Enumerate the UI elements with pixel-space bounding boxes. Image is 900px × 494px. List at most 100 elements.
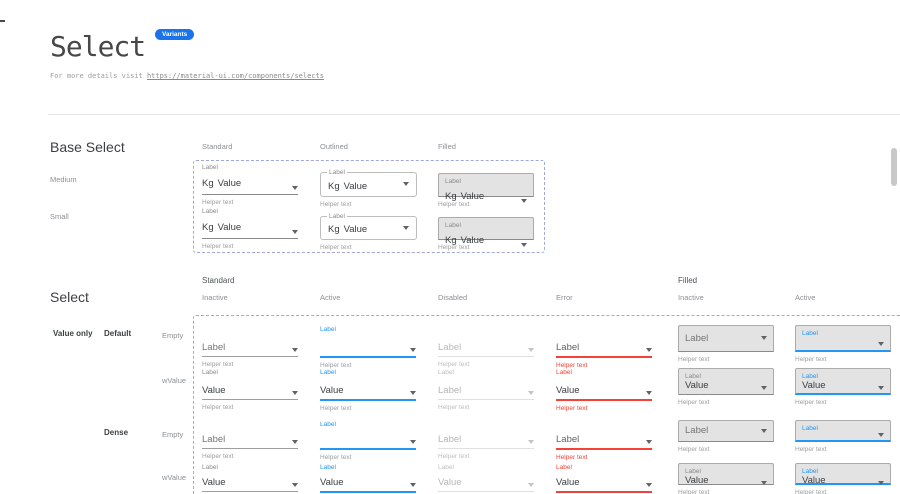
dropdown-arrow-icon[interactable] [410,440,416,444]
select-label: Label [202,164,218,171]
dropdown-arrow-icon[interactable] [410,391,416,395]
column-header-filled: Filled [438,142,456,151]
select-value-row: Value [802,381,884,391]
row-label-small: Small [50,212,69,221]
dropdown-arrow-icon[interactable] [646,348,652,352]
base-select-standard-medium[interactable]: Label Kg Value Helper text [202,163,298,206]
dropdown-arrow-icon [528,391,534,395]
select-label [438,325,534,334]
dropdown-arrow-icon[interactable] [403,182,409,186]
select-value-row: Label [438,377,534,400]
dropdown-arrow-icon[interactable] [292,440,298,444]
select-filled-box: Label Kg Value [438,217,534,247]
select-value-row: Value [202,472,298,492]
helper-text: Helper text [438,244,470,251]
dropdown-arrow-icon[interactable] [878,342,884,346]
base-select-outlined-medium[interactable]: Label Kg Value Helper text [320,163,417,208]
select-filled-active-dense-wvalue[interactable]: Label Value Helper text [795,463,891,494]
select-filled-inactive-dense-empty[interactable]: Label Helper text [678,420,774,453]
select-label: Label [802,330,818,337]
base-select-outlined-small[interactable]: Label Kg Value Helper text [320,207,417,251]
select-label: Label [320,369,336,376]
select-std-inactive-default-wvalue[interactable]: Label Value Helper text [202,368,298,411]
dropdown-arrow-icon[interactable] [292,391,298,395]
select-std-error-default-empty[interactable]: Label Helper text [556,325,652,369]
dropdown-arrow-icon[interactable] [878,386,884,390]
select-filled-active-dense-empty[interactable]: Label Helper text [795,420,891,453]
helper-text: Helper text [202,243,234,250]
dropdown-arrow-icon[interactable] [410,348,416,352]
select-value-row: Label [438,334,534,357]
helper-text: Helper text [795,356,827,363]
select-value-row: Value [556,472,652,493]
select-value: Value [202,385,226,396]
dropdown-arrow-icon[interactable] [878,433,884,437]
select-filled-inactive-default-wvalue[interactable]: Label Value Helper text [678,368,774,406]
dropdown-arrow-icon[interactable] [292,483,298,487]
dropdown-arrow-icon[interactable] [521,199,527,203]
dropdown-arrow-icon[interactable] [410,483,416,487]
dropdown-arrow-icon[interactable] [761,336,767,340]
dropdown-arrow-icon [528,440,534,444]
dropdown-arrow-icon[interactable] [521,243,527,247]
select-value-row: Value [320,472,416,493]
helper-text: Helper text [202,404,234,411]
select-value-row [320,429,416,450]
row-label-dense-empty: Empty [162,430,184,439]
select-std-inactive-default-empty[interactable]: Label Helper text [202,325,298,368]
select-std-error-default-wvalue[interactable]: Label Value Helper text [556,368,652,412]
select-filled-inactive-default-empty[interactable]: Label Helper text [678,325,774,363]
select-value: Label [202,434,226,445]
select-value: Value [460,235,485,246]
group-header-standard: Standard [202,276,235,285]
select-std-active-default-empty[interactable]: Label Helper text [320,325,416,369]
select-std-error-dense-empty[interactable]: Label Helper text [556,420,652,461]
select-filled-active-default-wvalue[interactable]: Label Value Helper text [795,368,891,406]
dropdown-arrow-icon[interactable] [292,230,298,234]
select-filled-active-default-empty[interactable]: Label Helper text [795,325,891,363]
dropdown-arrow-icon[interactable] [761,386,767,390]
select-value: Value [685,380,709,391]
dropdown-arrow-icon[interactable] [646,391,652,395]
select-adornment: Kg [328,224,340,235]
state-header-std-disabled: Disabled [438,293,468,302]
row-label-dense-wvalue: wValue [162,473,187,482]
select-label: Label [445,178,461,185]
select-examples-container [193,315,900,494]
base-select-filled-small[interactable]: Label Kg Value Helper text [438,207,534,251]
select-std-inactive-dense-empty[interactable]: Label Helper text [202,420,298,460]
select-value: Value [320,477,344,488]
helper-text: Helper text [438,361,470,368]
select-std-active-dense-empty[interactable]: Label Helper text [320,420,416,461]
variants-badge: Variants [155,29,195,40]
details-link[interactable]: https://material-ui.com/components/selec… [146,72,324,80]
select-adornment: Kg [445,191,457,202]
select-std-active-default-wvalue[interactable]: Label Value Helper text [320,368,416,412]
dropdown-arrow-icon[interactable] [292,186,298,190]
select-value: Value [217,178,242,189]
select-value-row: Value [556,377,652,401]
helper-text: Helper text [320,405,352,412]
scrollbar-thumb[interactable] [891,148,897,186]
select-filled-inactive-dense-wvalue[interactable]: Label Value Helper text [678,463,774,494]
base-select-standard-small[interactable]: Label Kg Value Helper text [202,207,298,250]
select-filled-box: Label Value [678,463,774,486]
dropdown-arrow-icon[interactable] [878,481,884,485]
select-outline-box: Label Kg Value [320,169,417,197]
base-select-filled-medium[interactable]: Label Kg Value Helper text [438,163,534,208]
select-value-row: Value [802,476,884,486]
dropdown-arrow-icon[interactable] [646,483,652,487]
dropdown-arrow-icon[interactable] [403,225,409,230]
dropdown-arrow-icon[interactable] [292,348,298,352]
dropdown-arrow-icon[interactable] [761,481,767,485]
helper-text: Helper text [556,454,588,461]
dropdown-arrow-icon[interactable] [761,428,767,433]
state-header-std-inactive: Inactive [202,293,228,302]
helper-text: Helper text [438,201,470,208]
select-label: Label [445,222,461,229]
dropdown-arrow-icon[interactable] [646,440,652,444]
